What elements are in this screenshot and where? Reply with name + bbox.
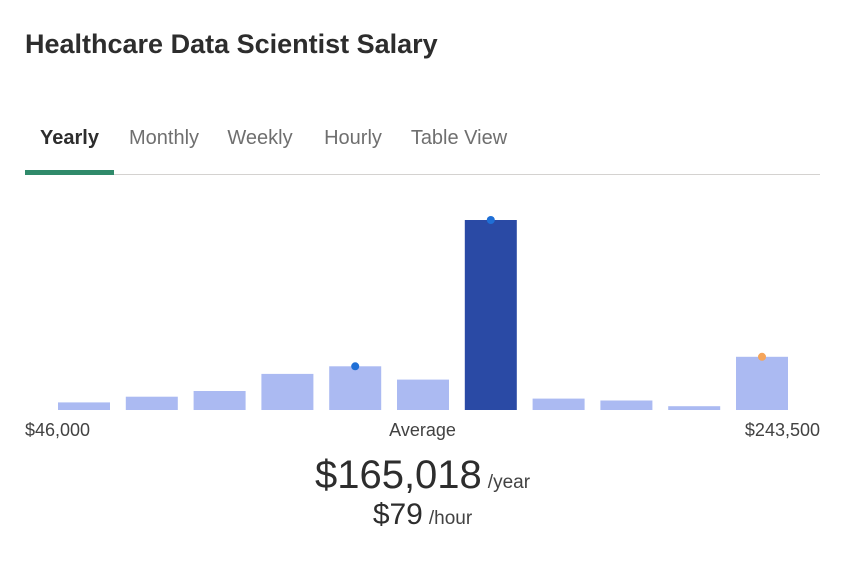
page-title: Healthcare Data Scientist Salary <box>25 29 438 59</box>
average-salary-value: $165,018 <box>314 453 482 497</box>
tab-yearly[interactable]: Yearly <box>25 104 114 175</box>
tab-weekly[interactable]: Weekly <box>227 127 293 149</box>
average-label: Average <box>389 420 456 440</box>
bar-6 <box>397 379 449 410</box>
bar-3 <box>193 391 246 410</box>
bar-10 <box>668 406 721 410</box>
salary-distribution-chart <box>58 216 788 410</box>
x-max-label: $243,500 <box>744 420 820 440</box>
bar-8 <box>532 398 585 410</box>
bar-11 <box>736 356 788 410</box>
marker-dot-1 <box>351 362 360 371</box>
tab-hourly[interactable]: Hourly <box>324 127 382 149</box>
marker-dot-3 <box>758 352 766 361</box>
bar-9 <box>600 400 653 410</box>
bar-1 <box>58 402 110 410</box>
hourly-salary-unit: /hour <box>428 508 473 529</box>
pay-period-tabs: Yearly Monthly Weekly Hourly Table View <box>25 104 820 175</box>
tab-monthly[interactable]: Monthly <box>128 127 200 149</box>
marker-dot-2 <box>486 216 495 224</box>
bar-5 <box>329 366 382 410</box>
tab-table-view[interactable]: Table View <box>410 127 508 149</box>
bar-4 <box>261 373 314 410</box>
bar-2 <box>125 396 178 410</box>
average-salary-unit: /year <box>487 472 531 493</box>
hourly-salary-value: $79 <box>372 498 423 531</box>
average-salary: $165,018/year <box>0 453 842 498</box>
bar-7 <box>464 220 517 410</box>
hourly-salary: $79/hour <box>0 498 842 532</box>
x-min-label: $46,000 <box>25 420 91 440</box>
